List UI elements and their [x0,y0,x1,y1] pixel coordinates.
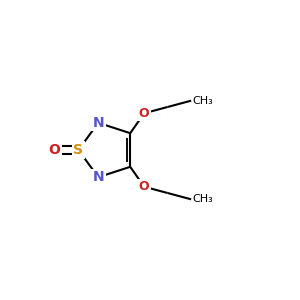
Text: CH₃: CH₃ [193,96,213,106]
Text: N: N [92,116,104,130]
Text: CH₃: CH₃ [193,194,213,204]
Text: O: O [139,180,149,193]
Text: O: O [139,107,149,120]
Text: S: S [74,143,83,157]
Text: N: N [92,170,104,184]
Text: O: O [48,143,60,157]
